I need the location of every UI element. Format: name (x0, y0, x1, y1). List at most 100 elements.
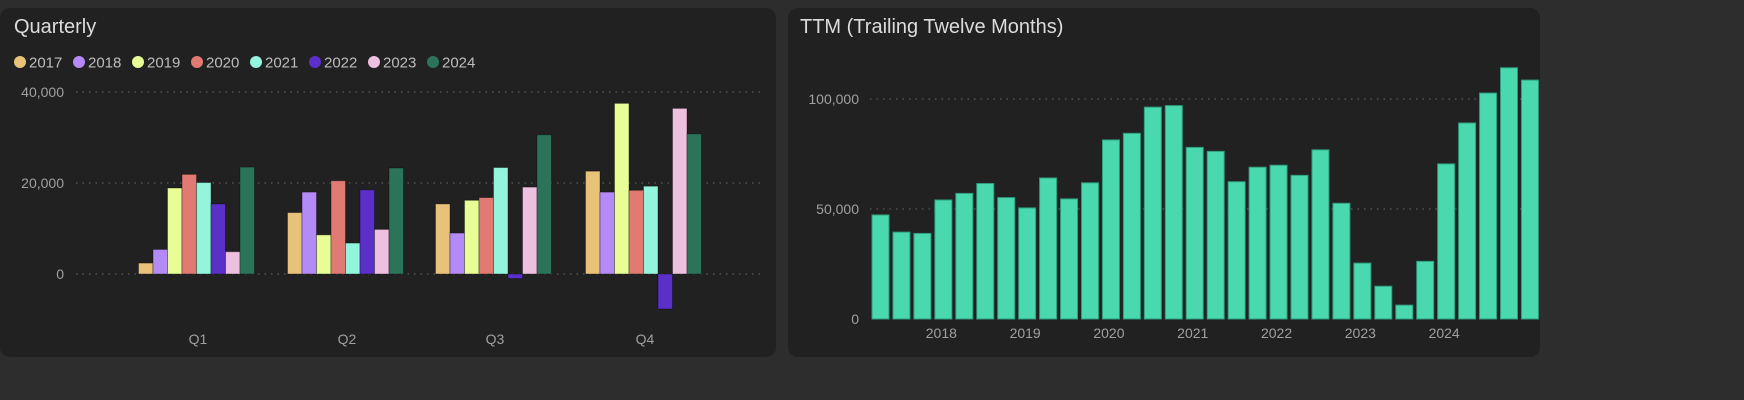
bar-2020-Q3 (478, 197, 494, 275)
legend-swatch-2023 (368, 56, 380, 68)
bar-2018-Q2 (301, 191, 317, 275)
ttm-bar (871, 214, 890, 320)
bar-2023-Q3 (522, 186, 538, 275)
x-tick-label: 2019 (1010, 325, 1041, 341)
quarterly-panel: Quarterly 40,000 20,000 0 2017 2018 2019 2020 2… (0, 8, 776, 357)
ttm-bar (1039, 177, 1058, 320)
ttm-bar (1269, 164, 1288, 320)
y-tick-label: 20,000 (21, 175, 64, 191)
x-tick-label: 2022 (1261, 325, 1292, 341)
legend-label-2019: 2019 (147, 55, 180, 72)
bar-2021-Q2 (345, 242, 361, 275)
ttm-bar (1185, 146, 1204, 320)
y-tick-label: 0 (56, 266, 64, 282)
bar-2024-Q4 (686, 133, 702, 275)
y-tick-label: 0 (851, 311, 859, 327)
legend-swatch-2024 (427, 56, 439, 68)
legend-swatch-2019 (132, 56, 144, 68)
y-tick-label: 100,000 (808, 91, 859, 107)
legend-swatch-2017 (14, 56, 26, 68)
bar-2023-Q2 (374, 228, 390, 275)
bar-2019-Q2 (316, 234, 332, 275)
x-tick-label: Q4 (636, 331, 655, 347)
ttm-bar (955, 192, 974, 320)
ttm-bar (913, 232, 932, 320)
bar-2022-Q4 (657, 273, 673, 310)
legend-swatch-2018 (73, 56, 85, 68)
ttm-bar (934, 199, 953, 320)
ttm-bar (1500, 67, 1518, 320)
x-tick-label: Q3 (486, 331, 505, 347)
bar-2017-Q2 (287, 212, 303, 275)
legend-label-2018: 2018 (88, 55, 121, 72)
legend-label-2023: 2023 (383, 55, 416, 72)
bar-2018-Q3 (449, 232, 465, 275)
ttm-bar (1332, 202, 1351, 320)
ttm-bar (1248, 166, 1267, 320)
bar-2022-Q3 (507, 273, 523, 280)
ttm-chart: 100,000 50,000 0 2018 2019 2020 2021 2022 2023 20… (808, 67, 1539, 341)
bar-2018-Q1 (152, 248, 168, 275)
ttm-bar (1437, 163, 1456, 320)
ttm-bar (1374, 285, 1393, 320)
legend-label-2020: 2020 (206, 55, 239, 72)
legend-swatch-2022 (309, 56, 321, 68)
ttm-bar (1353, 262, 1372, 320)
ttm-bar (892, 231, 911, 320)
ttm-bar (1311, 149, 1330, 320)
ttm-bar (1101, 139, 1120, 320)
bar-2024-Q3 (536, 134, 552, 275)
ttm-bar (976, 182, 995, 320)
bar-2021-Q1 (196, 182, 212, 275)
bar-2017-Q4 (585, 170, 601, 275)
bar-2020-Q4 (628, 189, 644, 275)
ttm-bar (1122, 132, 1141, 320)
x-tick-label: 2023 (1345, 325, 1376, 341)
ttm-bar (1458, 122, 1477, 320)
bar-2020-Q2 (330, 180, 346, 275)
bar-2022-Q2 (359, 189, 375, 275)
quarterly-title: Quarterly (14, 16, 97, 38)
ttm-bar (1060, 198, 1079, 320)
bar-2023-Q1 (225, 251, 241, 275)
bar-2019-Q3 (464, 199, 480, 275)
legend-label-2017: 2017 (29, 55, 62, 72)
ttm-title: TTM (Trailing Twelve Months) (800, 16, 1064, 38)
ttm-bar (1520, 79, 1539, 320)
x-tick-label: 2020 (1093, 325, 1124, 341)
legend-swatch-2020 (191, 56, 203, 68)
x-tick-label: Q1 (189, 331, 208, 347)
bar-2017-Q3 (435, 203, 451, 275)
side-area (1540, 0, 1744, 400)
ttm-panel: TTM (Trailing Twelve Months) 100,000 50,0… (788, 8, 1540, 357)
ttm-bar (1018, 207, 1037, 320)
bar-2020-Q1 (181, 173, 197, 275)
ttm-bar (1479, 92, 1498, 320)
x-tick-label: Q2 (338, 331, 357, 347)
bar-2021-Q4 (643, 185, 659, 275)
legend-label-2024: 2024 (442, 55, 475, 72)
ttm-bar (997, 197, 1016, 320)
y-tick-label: 40,000 (21, 84, 64, 100)
bar-2024-Q2 (388, 167, 404, 275)
ttm-bar (1290, 174, 1309, 320)
legend-label-2022: 2022 (324, 55, 357, 72)
ttm-bar (1416, 260, 1435, 320)
bar-2018-Q4 (599, 191, 615, 275)
bar-2024-Q1 (239, 166, 255, 275)
ttm-bar (1164, 105, 1183, 320)
ttm-bar (1395, 304, 1414, 320)
bar-2019-Q4 (614, 102, 630, 275)
x-tick-label: 2021 (1177, 325, 1208, 341)
bar-2019-Q1 (167, 187, 183, 275)
bar-2022-Q1 (210, 203, 226, 275)
bar-2021-Q3 (493, 167, 509, 275)
x-tick-label: 2024 (1429, 325, 1460, 341)
legend-label-2021: 2021 (265, 55, 298, 72)
legend-swatch-2021 (250, 56, 262, 68)
ttm-bar (1227, 181, 1246, 320)
bar-2017-Q1 (138, 262, 154, 275)
quarterly-chart: 40,000 20,000 0 2017 2018 2019 2020 2021 2022 202… (14, 55, 765, 347)
ttm-bar (1143, 106, 1162, 320)
x-tick-label: 2018 (926, 325, 957, 341)
